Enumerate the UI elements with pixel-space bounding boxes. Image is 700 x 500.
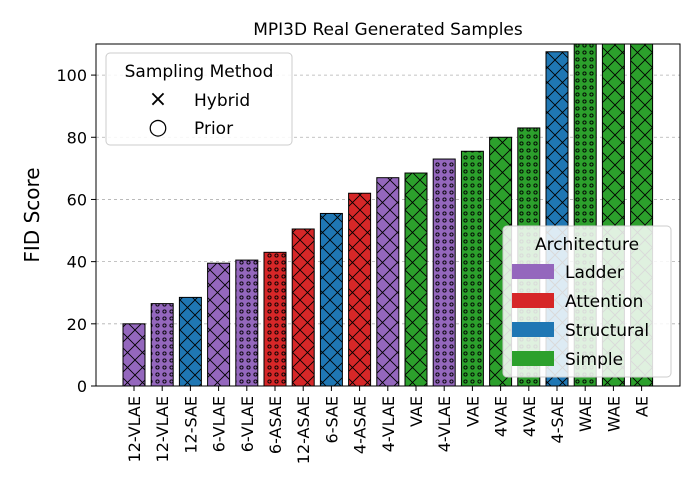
x-tick-label: 12-SAE — [181, 396, 200, 454]
bar-hatch — [263, 251, 287, 387]
sampling-legend-prior: Prior — [194, 119, 233, 139]
x-tick-label: 6-SAE — [322, 396, 341, 443]
x-tick-label: 6-VLAE — [238, 396, 257, 452]
y-tick-label: 0 — [77, 377, 87, 396]
bar-hatch — [207, 262, 231, 387]
bar-hatch — [348, 192, 372, 387]
x-tick-label: 4-VLAE — [379, 396, 398, 452]
hybrid-marker-icon: × — [149, 87, 167, 112]
y-tick-label: 40 — [67, 253, 87, 272]
bar-hatch — [376, 177, 400, 387]
y-tick-label: 80 — [67, 128, 87, 147]
y-axis-ticks: 0 20 40 60 80 100 — [56, 66, 96, 396]
architecture-legend: Architecture Ladder Attention Structural Si… — [502, 225, 672, 378]
bar-hatch — [460, 150, 484, 387]
bar-10 — [376, 177, 400, 387]
x-tick-label: VAE — [463, 396, 482, 427]
bar-4 — [207, 262, 231, 387]
legend-swatch-attention — [512, 293, 554, 308]
sampling-legend: Sampling Method × Hybrid ○ Prior — [105, 52, 293, 146]
bar-hatch — [432, 158, 456, 387]
prior-marker-icon: ○ — [148, 115, 167, 140]
y-axis-label: FID Score — [20, 167, 44, 262]
x-tick-label: AE — [633, 396, 652, 417]
bar-hatch — [404, 172, 428, 387]
bar-11 — [404, 172, 428, 387]
x-tick-label: 6-ASAE — [266, 396, 285, 454]
legend-swatch-structural — [512, 322, 554, 337]
bar-7 — [291, 228, 315, 387]
bar-hatch — [319, 212, 343, 387]
bar-hatch — [150, 303, 174, 387]
x-tick-label: 12-ASAE — [294, 396, 313, 464]
x-tick-label: VAE — [407, 396, 426, 427]
bar-9 — [348, 192, 372, 387]
x-tick-label: WAE — [576, 396, 595, 432]
x-tick-label: 6-VLAE — [210, 396, 229, 452]
bar-2 — [150, 303, 174, 387]
x-tick-label: WAE — [604, 396, 623, 432]
x-tick-label: 4-SAE — [548, 396, 567, 443]
sampling-legend-title: Sampling Method — [125, 62, 274, 82]
legend-swatch-simple — [512, 351, 554, 366]
legend-label-simple: Simple — [565, 350, 623, 370]
x-tick-label: 12-VLAE — [125, 396, 144, 462]
bar-13 — [460, 150, 484, 387]
x-tick-label: 4-VLAE — [435, 396, 454, 452]
x-tick-label: 12-VLAE — [153, 396, 172, 462]
bar-hatch — [178, 296, 202, 387]
bar-hatch — [291, 228, 315, 387]
legend-swatch-ladder — [512, 264, 554, 279]
x-axis-ticks: 12-VLAE 12-VLAE 12-SAE 6-VLAE 6-VLAE 6-ASAE 12… — [125, 386, 652, 464]
bar-3 — [178, 296, 202, 387]
legend-label-structural: Structural — [565, 321, 649, 341]
y-tick-label: 20 — [67, 315, 87, 334]
x-tick-label: 4VAE — [520, 396, 539, 437]
y-tick-label: 100 — [56, 66, 87, 85]
bar-8 — [319, 212, 343, 387]
bar-12 — [432, 158, 456, 387]
bar-5 — [235, 259, 259, 387]
bar-hatch — [122, 323, 146, 387]
y-tick-label: 60 — [67, 190, 87, 209]
sampling-legend-hybrid: Hybrid — [194, 91, 250, 111]
bar-6 — [263, 251, 287, 387]
x-tick-label: 4-ASAE — [351, 396, 370, 454]
legend-label-ladder: Ladder — [565, 263, 624, 283]
bar-1 — [122, 323, 146, 387]
bar-hatch — [235, 259, 259, 387]
chart-title: MPI3D Real Generated Samples — [253, 20, 523, 40]
architecture-legend-title: Architecture — [535, 235, 639, 255]
x-tick-label: 4VAE — [492, 396, 511, 437]
legend-label-attention: Attention — [565, 292, 643, 312]
